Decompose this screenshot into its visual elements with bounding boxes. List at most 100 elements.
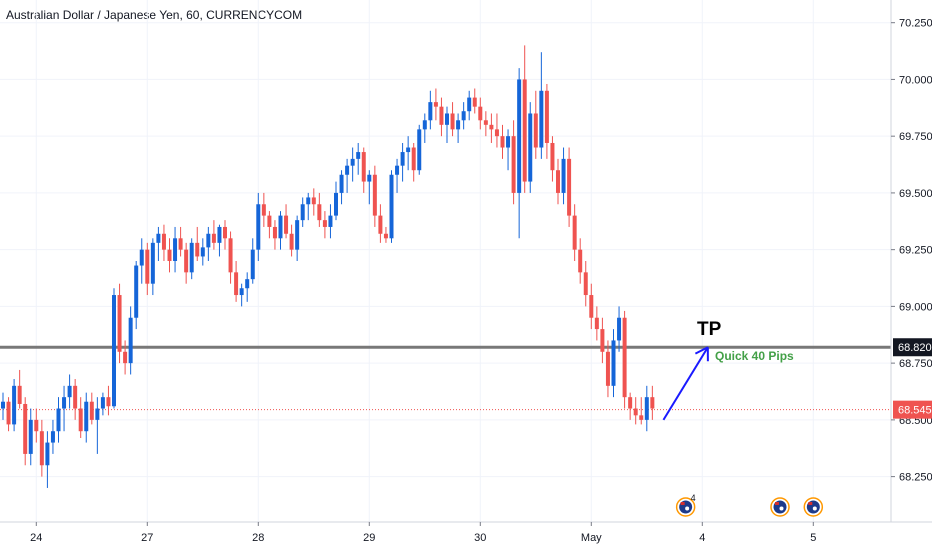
candle[interactable] [633, 397, 638, 425]
australia-flag-icon[interactable] [770, 497, 790, 517]
candle[interactable] [594, 306, 599, 341]
candle[interactable] [67, 374, 72, 409]
candle[interactable] [400, 142, 405, 182]
candle[interactable] [200, 238, 205, 266]
candle[interactable] [6, 397, 11, 432]
candle[interactable] [150, 238, 155, 296]
candle[interactable] [134, 261, 139, 330]
candle[interactable] [411, 142, 416, 182]
candle[interactable] [328, 204, 333, 239]
candle[interactable] [617, 306, 622, 352]
candle[interactable] [300, 197, 305, 227]
candle[interactable] [173, 226, 178, 273]
candle[interactable] [478, 97, 483, 130]
candle[interactable] [583, 261, 588, 307]
candle[interactable] [89, 392, 94, 425]
candle[interactable] [267, 211, 272, 239]
candle[interactable] [511, 120, 516, 205]
candle[interactable] [317, 192, 322, 227]
candle[interactable] [56, 397, 61, 443]
candle[interactable] [483, 111, 488, 137]
candle[interactable] [234, 261, 239, 302]
candle[interactable] [572, 204, 577, 261]
candle[interactable] [123, 340, 128, 375]
candle[interactable] [367, 170, 372, 205]
candle[interactable] [112, 288, 116, 409]
candle[interactable] [372, 165, 377, 227]
candle[interactable] [461, 102, 466, 130]
candle[interactable] [12, 379, 17, 432]
candle[interactable] [100, 392, 105, 416]
candle[interactable] [45, 431, 50, 488]
candle[interactable] [117, 283, 122, 364]
candle[interactable] [295, 215, 300, 261]
candle[interactable] [1, 392, 5, 420]
candle[interactable] [228, 231, 233, 284]
candle[interactable] [428, 90, 433, 130]
candle[interactable] [406, 136, 411, 171]
candle[interactable] [178, 226, 183, 257]
candle[interactable] [145, 242, 150, 296]
candle[interactable] [189, 238, 194, 280]
candle[interactable] [556, 158, 560, 205]
candle[interactable] [256, 192, 261, 261]
candle[interactable] [289, 224, 294, 257]
candle[interactable] [217, 224, 222, 257]
candle[interactable] [156, 226, 161, 261]
candle[interactable] [489, 113, 494, 143]
candle[interactable] [628, 392, 633, 420]
candle[interactable] [278, 211, 283, 250]
candle[interactable] [467, 90, 472, 121]
candle[interactable] [78, 397, 83, 439]
candle[interactable] [395, 158, 400, 193]
candle[interactable] [239, 283, 244, 307]
candle[interactable] [167, 238, 172, 273]
candle[interactable] [378, 204, 383, 243]
candle[interactable] [517, 68, 522, 239]
candle[interactable] [106, 385, 111, 416]
candle[interactable] [494, 113, 499, 148]
candle[interactable] [311, 188, 316, 216]
candle[interactable] [389, 170, 394, 243]
australia-flag-icon[interactable] [803, 497, 824, 517]
candle[interactable] [383, 226, 388, 243]
candle[interactable] [544, 83, 549, 159]
candle[interactable] [128, 306, 133, 375]
candle[interactable] [284, 204, 289, 239]
candle[interactable] [272, 220, 277, 250]
candle[interactable] [433, 88, 438, 121]
candle[interactable] [439, 97, 444, 137]
candle[interactable] [589, 283, 594, 330]
candle[interactable] [650, 385, 655, 420]
candle[interactable] [39, 419, 44, 477]
candle[interactable] [417, 124, 422, 175]
candle[interactable] [539, 52, 544, 159]
candle[interactable] [73, 379, 78, 420]
candle[interactable] [600, 317, 605, 364]
candle[interactable] [334, 181, 338, 221]
candle[interactable] [84, 392, 89, 443]
candle[interactable] [611, 329, 616, 398]
candle[interactable] [456, 113, 461, 143]
candle[interactable] [339, 170, 344, 205]
candle[interactable] [195, 226, 200, 261]
candle[interactable] [578, 238, 583, 284]
candle[interactable] [139, 238, 144, 284]
candle[interactable] [605, 340, 610, 398]
candle[interactable] [350, 147, 355, 182]
candle[interactable] [206, 226, 211, 261]
candle[interactable] [361, 147, 366, 193]
candle[interactable] [211, 220, 216, 250]
candle[interactable] [345, 158, 350, 193]
candle[interactable] [445, 106, 449, 143]
candle[interactable] [34, 408, 39, 443]
candle[interactable] [500, 124, 505, 159]
candle[interactable] [62, 385, 67, 432]
candle[interactable] [639, 397, 644, 425]
candle[interactable] [261, 192, 266, 227]
candle[interactable] [561, 147, 566, 205]
candle[interactable] [622, 310, 627, 409]
candle[interactable] [567, 147, 572, 227]
candle[interactable] [50, 419, 55, 454]
